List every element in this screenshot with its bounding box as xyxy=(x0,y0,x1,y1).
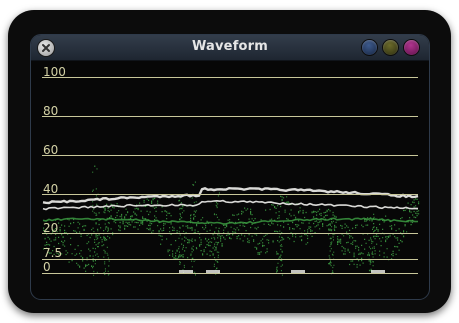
gridline-20 xyxy=(42,233,418,234)
waveform-base-mark-1 xyxy=(179,270,193,273)
title-bar[interactable]: Waveform xyxy=(31,35,429,61)
waveform-trace xyxy=(42,165,420,276)
olive-channel-button[interactable] xyxy=(383,40,398,55)
gridline-0 xyxy=(42,273,418,274)
close-icon xyxy=(42,44,50,52)
gridline-7-5 xyxy=(42,259,418,260)
gridline-40 xyxy=(42,194,418,195)
magenta-channel-button[interactable] xyxy=(404,40,419,55)
waveform-band-3 xyxy=(42,217,419,225)
close-button[interactable] xyxy=(38,40,54,56)
gridline-100 xyxy=(42,77,418,78)
waveform-base-mark-4 xyxy=(371,270,385,273)
gridline-80 xyxy=(42,116,418,117)
scale-label-20: 20 xyxy=(43,221,59,235)
scale-label-0: 0 xyxy=(43,260,51,274)
window-title: Waveform xyxy=(191,39,269,54)
scale-label-40: 40 xyxy=(43,182,59,196)
scale-label-80: 80 xyxy=(43,104,59,118)
gridline-60 xyxy=(42,155,418,156)
waveform-band-2 xyxy=(42,199,419,211)
waveform-base-mark-2 xyxy=(206,270,220,273)
scale-label-7-5: 7.5 xyxy=(43,246,63,260)
waveform-window: Waveform 100 80 60 40 20 7.5 0 xyxy=(30,34,430,300)
scale-label-60: 60 xyxy=(43,143,59,157)
waveform-base-mark-3 xyxy=(291,270,305,273)
waveform-plot: 100 80 60 40 20 7.5 0 xyxy=(31,61,429,299)
blue-channel-button[interactable] xyxy=(362,40,377,55)
waveform-noise xyxy=(43,165,420,276)
waveform-band-1 xyxy=(42,186,419,205)
scale-label-100: 100 xyxy=(43,65,66,79)
